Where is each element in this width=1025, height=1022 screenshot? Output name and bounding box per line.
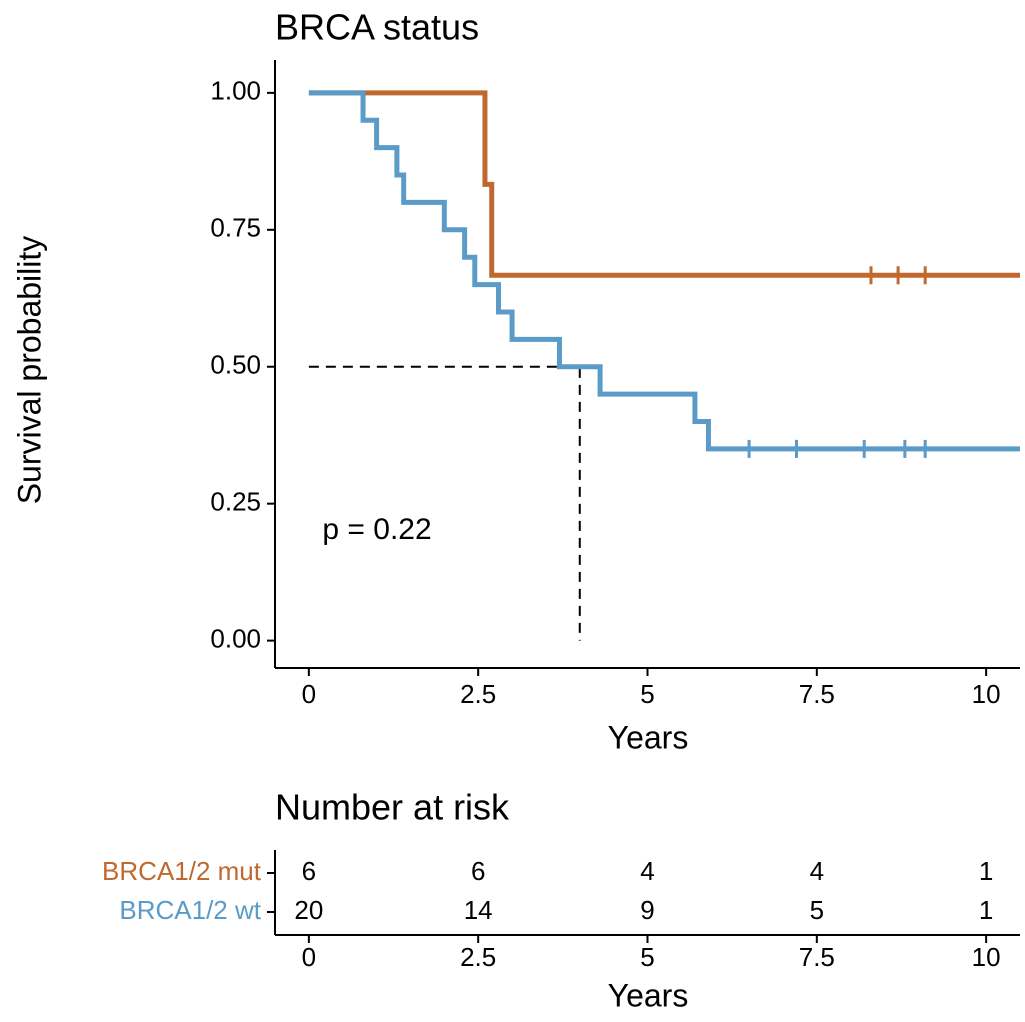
chart-title: BRCA status — [275, 7, 479, 48]
x-axis-title: Years — [608, 719, 689, 755]
risk-count: 5 — [810, 895, 824, 925]
risk-count: 6 — [471, 856, 485, 886]
risk-x-tick-label: 7.5 — [799, 942, 835, 972]
y-tick-label: 0.50 — [210, 350, 261, 380]
risk-row-label: BRCA1/2 wt — [119, 895, 261, 925]
risk-count: 4 — [810, 856, 824, 886]
risk-x-tick-label: 10 — [972, 942, 1001, 972]
risk-x-tick-label: 0 — [302, 942, 316, 972]
risk-count: 1 — [979, 856, 993, 886]
risk-row-label: BRCA1/2 mut — [102, 856, 262, 886]
risk-x-tick-label: 2.5 — [460, 942, 496, 972]
risk-count: 4 — [640, 856, 654, 886]
y-axis-title: Survival probability — [11, 236, 47, 505]
survival-curve — [308, 90, 1020, 452]
survival-curve — [308, 90, 1020, 278]
risk-count: 9 — [640, 895, 654, 925]
x-tick-label: 7.5 — [799, 679, 835, 709]
y-tick-label: 1.00 — [210, 76, 261, 106]
risk-count: 6 — [302, 856, 316, 886]
risk-x-tick-label: 5 — [640, 942, 654, 972]
risk-x-axis-title: Years — [608, 977, 689, 1013]
y-tick-label: 0.00 — [210, 623, 261, 653]
annotation: p = 0.22 — [322, 513, 431, 546]
x-tick-label: 10 — [972, 679, 1001, 709]
risk-count: 1 — [979, 895, 993, 925]
y-tick-label: 0.25 — [210, 487, 261, 517]
median-line — [308, 365, 581, 641]
y-tick-label: 0.75 — [210, 213, 261, 243]
x-tick-label: 2.5 — [460, 679, 496, 709]
risk-count: 14 — [464, 895, 493, 925]
x-tick-label: 5 — [640, 679, 654, 709]
risk-count: 20 — [294, 895, 323, 925]
x-tick-label: 0 — [302, 679, 316, 709]
risk-table-title: Number at risk — [275, 787, 510, 828]
